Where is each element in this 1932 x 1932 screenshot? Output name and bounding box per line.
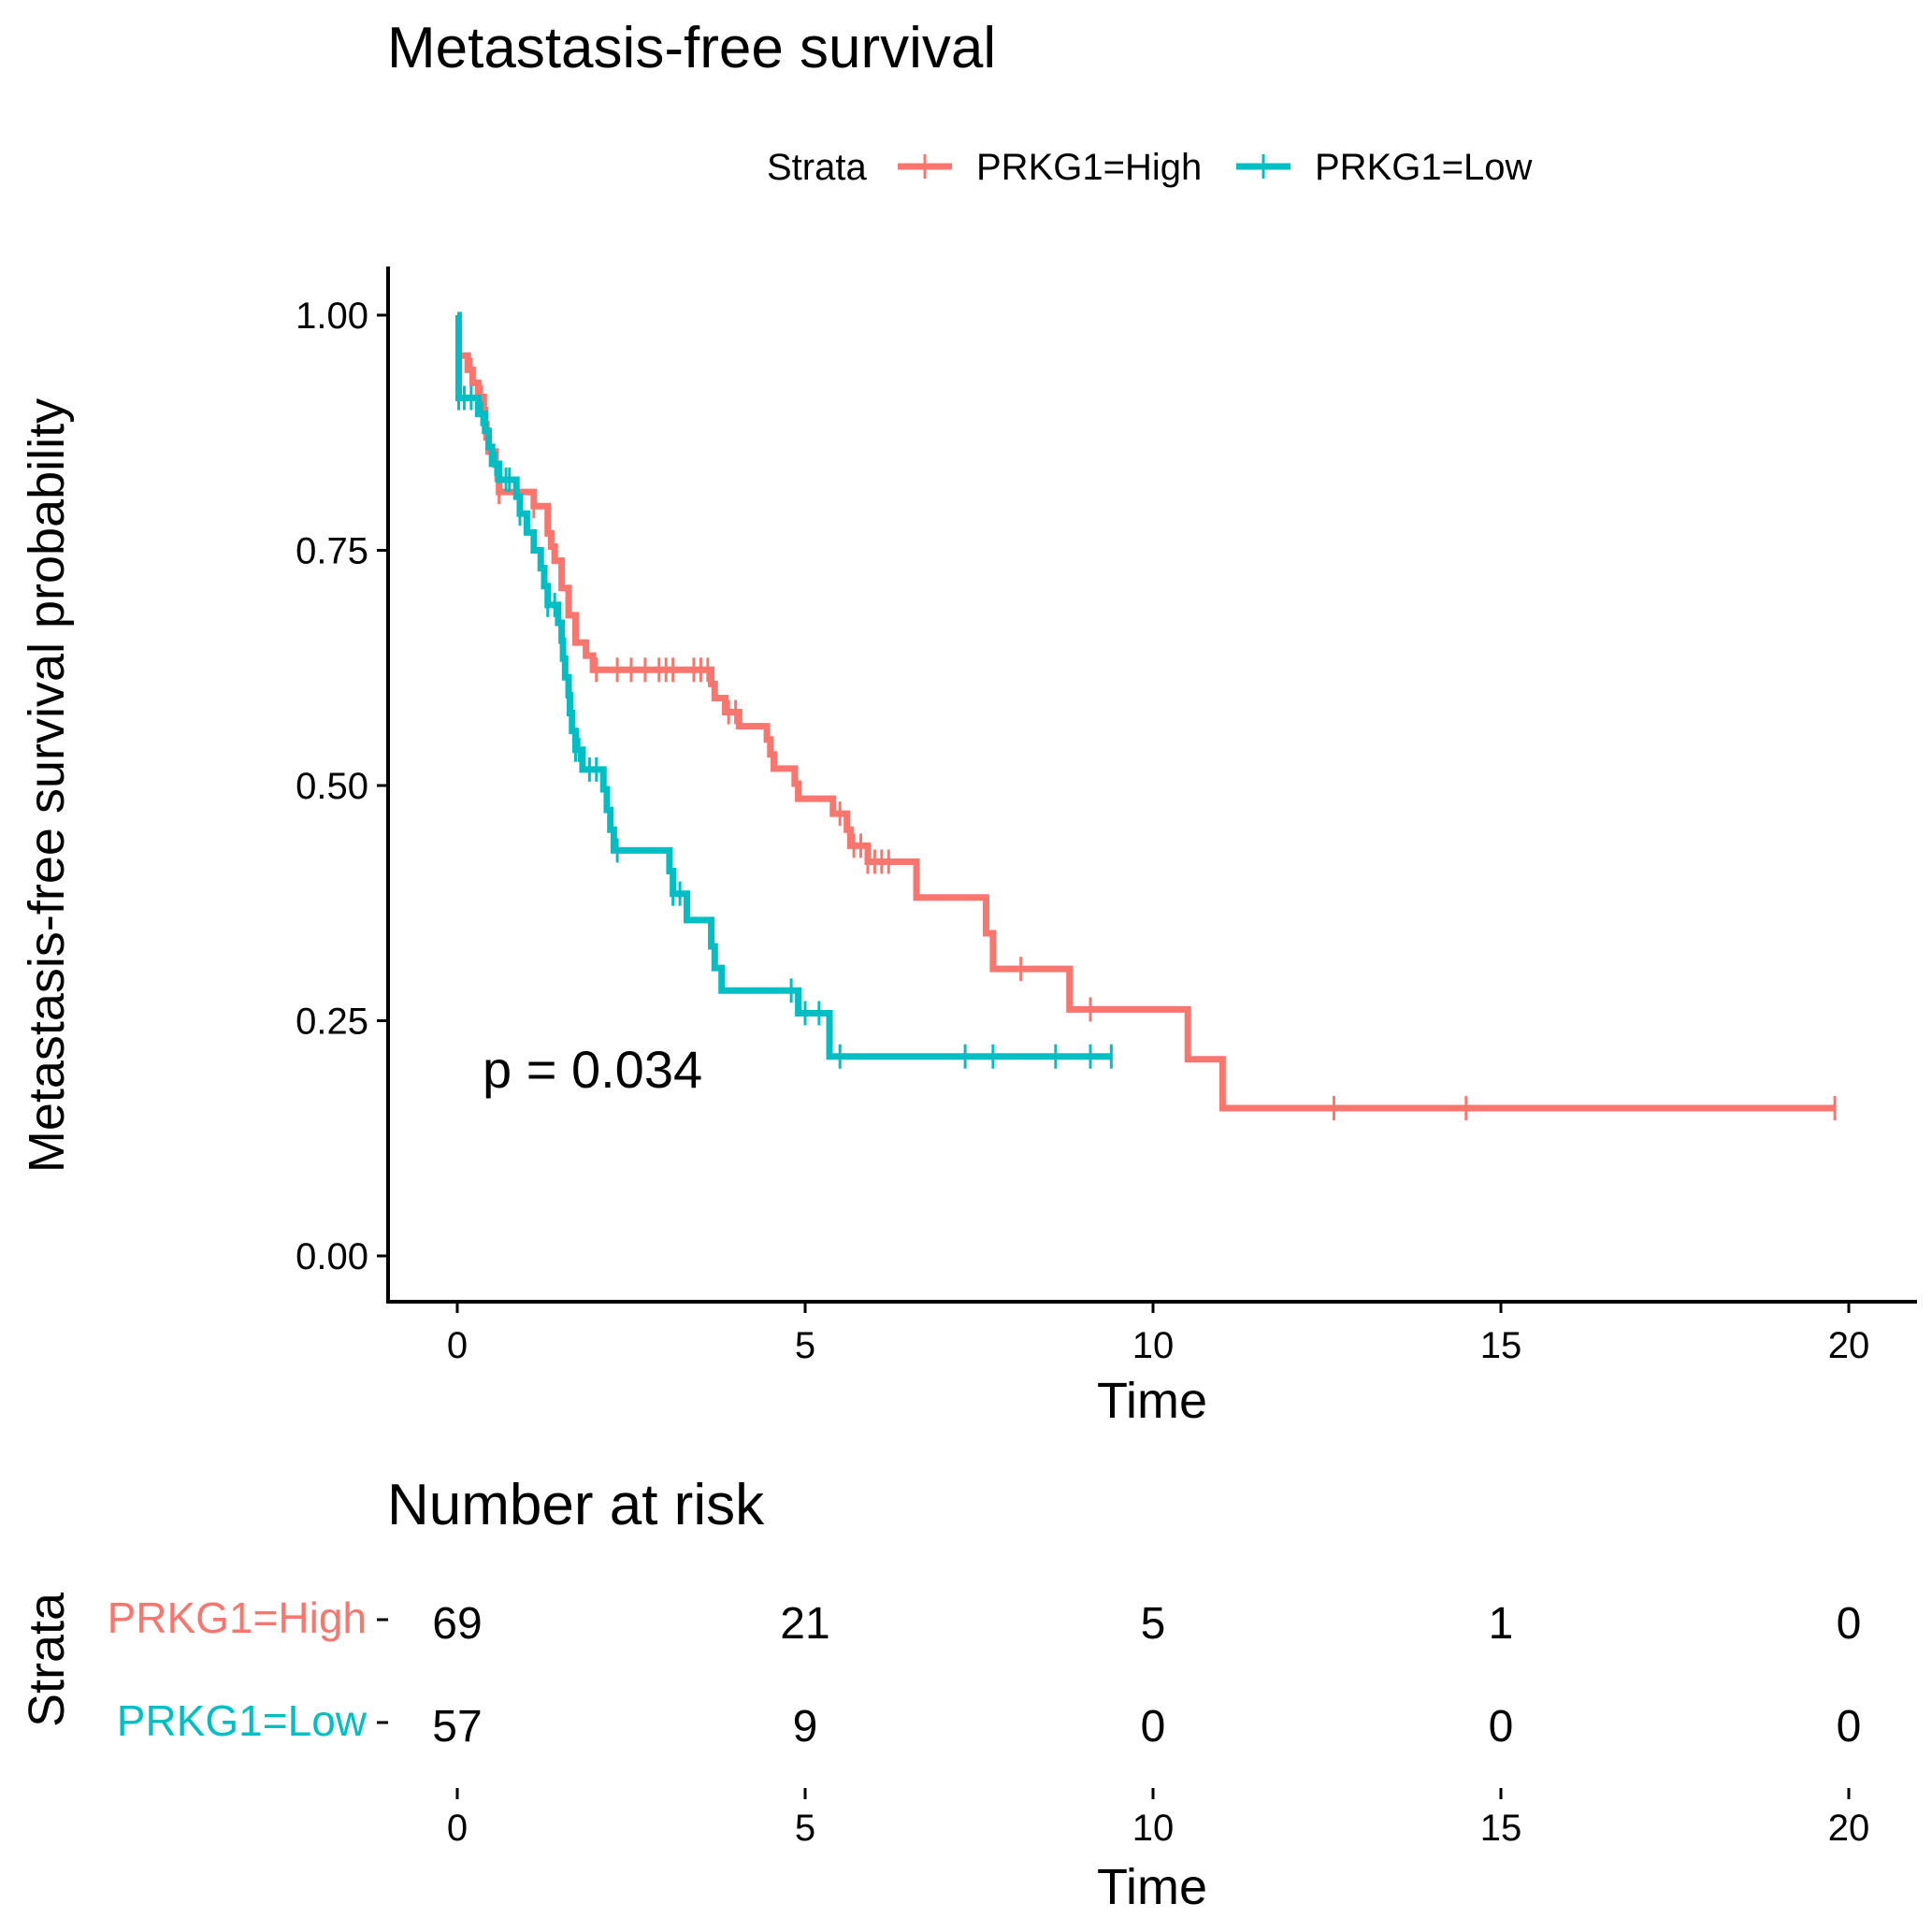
risk-count-prkg1-low: 0 bbox=[1837, 1702, 1862, 1752]
y-axis-title: Metastasis-free survival probability bbox=[19, 398, 75, 1173]
p-value-annotation: p = 0.034 bbox=[483, 1040, 702, 1099]
y-tick-label: 0.50 bbox=[296, 766, 368, 807]
risk-count-prkg1-high: 69 bbox=[432, 1599, 482, 1649]
risk-table: Number at risk Strata PRKG1=High 69 21 5 1 0P… bbox=[19, 1473, 1869, 1915]
legend: Strata PRKG1=High PRKG1=Low bbox=[767, 147, 1532, 188]
risk-table-xlabel: Time bbox=[1097, 1859, 1207, 1915]
risk-count-prkg1-low: 0 bbox=[1141, 1702, 1166, 1752]
risk-count-prkg1-low: 57 bbox=[432, 1702, 482, 1752]
chart-title: Metastasis-free survival bbox=[387, 16, 996, 80]
x-axis-ticks: 0 5 10 15 20 bbox=[447, 1302, 1869, 1366]
x-tick-label: 0 bbox=[447, 1325, 468, 1366]
y-tick-label: 0.75 bbox=[296, 531, 368, 572]
plot-area: 0.00 0.25 0.50 0.75 1.00 0 5 10 15 20 p = 0.034 bbox=[296, 267, 1917, 1366]
legend-label-high: PRKG1=High bbox=[976, 147, 1202, 188]
y-tick-label: 0.00 bbox=[296, 1236, 368, 1277]
risk-table-title: Number at risk bbox=[387, 1473, 765, 1537]
risk-count-prkg1-high: 21 bbox=[780, 1599, 829, 1649]
y-tick-label: 1.00 bbox=[296, 296, 368, 337]
x-tick-label: 15 bbox=[1480, 1325, 1522, 1366]
risk-count-prkg1-low: 9 bbox=[793, 1702, 818, 1752]
risk-x-tick-label: 15 bbox=[1480, 1808, 1522, 1849]
risk-count-prkg1-high: 1 bbox=[1489, 1599, 1514, 1649]
risk-count-prkg1-high: 0 bbox=[1837, 1599, 1862, 1649]
x-tick-label: 20 bbox=[1828, 1325, 1870, 1366]
risk-table-ylabel: Strata bbox=[19, 1592, 75, 1727]
survival-curves bbox=[454, 311, 1837, 1121]
risk-table-x-ticks: 0 5 10 15 20 bbox=[447, 1788, 1869, 1849]
x-axis-title: Time bbox=[1097, 1373, 1207, 1429]
risk-count-prkg1-low: 0 bbox=[1489, 1702, 1514, 1752]
risk-row-label-prkg1-low: PRKG1=Low bbox=[117, 1696, 368, 1745]
survival-curve-prkg1-low bbox=[454, 311, 1112, 1060]
legend-label-low: PRKG1=Low bbox=[1315, 147, 1532, 188]
y-tick-label: 0.25 bbox=[296, 1002, 368, 1043]
risk-row-label-prkg1-high: PRKG1=High bbox=[108, 1593, 367, 1642]
y-axis-ticks: 0.00 0.25 0.50 0.75 1.00 bbox=[296, 296, 388, 1277]
risk-x-tick-label: 0 bbox=[447, 1808, 468, 1849]
x-tick-label: 10 bbox=[1132, 1325, 1175, 1366]
risk-table-rows: PRKG1=High 69 21 5 1 0 PRKG1=Low 57 9 0 0 0 bbox=[108, 1593, 1862, 1752]
risk-x-tick-label: 5 bbox=[795, 1808, 815, 1849]
legend-title: Strata bbox=[767, 147, 867, 188]
x-tick-label: 5 bbox=[795, 1325, 815, 1366]
risk-count-prkg1-high: 5 bbox=[1141, 1599, 1166, 1649]
risk-x-tick-label: 10 bbox=[1132, 1808, 1175, 1849]
risk-x-tick-label: 20 bbox=[1828, 1808, 1870, 1849]
